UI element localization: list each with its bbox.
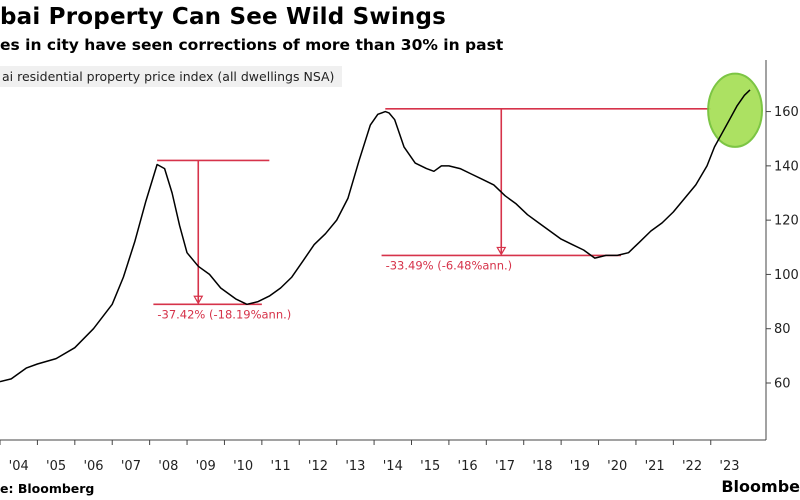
- x-tick-label: '12: [308, 459, 328, 474]
- drawdown-label: -33.49% (-6.48%ann.): [386, 258, 513, 272]
- x-tick-label: '19: [570, 459, 590, 474]
- x-tick-label: '08: [158, 459, 178, 474]
- x-tick-label: '15: [420, 459, 440, 474]
- y-tick-label: 120: [774, 214, 799, 229]
- y-tick-label: 80: [774, 322, 791, 337]
- drawdown-arrowhead: [496, 246, 507, 256]
- x-tick-label: '16: [458, 459, 478, 474]
- legend-label: ai residential property price index (all…: [0, 66, 343, 87]
- x-tick-label: '21: [645, 459, 665, 474]
- chart-title: bai Property Can See Wild Swings: [0, 4, 447, 30]
- drawdown-label: -37.42% (-18.19%ann.): [157, 307, 291, 321]
- x-tick-label: '09: [196, 459, 216, 474]
- drawdown-arrowhead: [193, 295, 204, 305]
- x-tick-label: '11: [270, 459, 290, 474]
- y-tick-label: 160: [774, 105, 799, 120]
- x-tick-label: '22: [682, 459, 702, 474]
- x-tick-label: '05: [46, 459, 66, 474]
- x-tick-label: '10: [233, 459, 253, 474]
- x-tick-label: '06: [83, 459, 103, 474]
- x-tick-label: '04: [9, 459, 29, 474]
- x-tick-label: '23: [719, 459, 739, 474]
- source-label: e: Bloomberg: [0, 481, 95, 496]
- price-index-line: [0, 89, 751, 383]
- x-tick-label: '13: [345, 459, 365, 474]
- y-tick-label: 60: [774, 377, 791, 392]
- x-tick-label: '14: [383, 459, 403, 474]
- x-tick-label: '20: [607, 459, 627, 474]
- x-tick-label: '17: [495, 459, 515, 474]
- x-tick-label: '18: [532, 459, 552, 474]
- y-tick-label: 140: [774, 159, 799, 174]
- chart-subtitle: es in city have seen corrections of more…: [0, 36, 504, 54]
- y-tick-label: 100: [774, 268, 799, 283]
- bloomberg-logo: Bloombe: [721, 477, 800, 496]
- x-tick-label: '07: [121, 459, 141, 474]
